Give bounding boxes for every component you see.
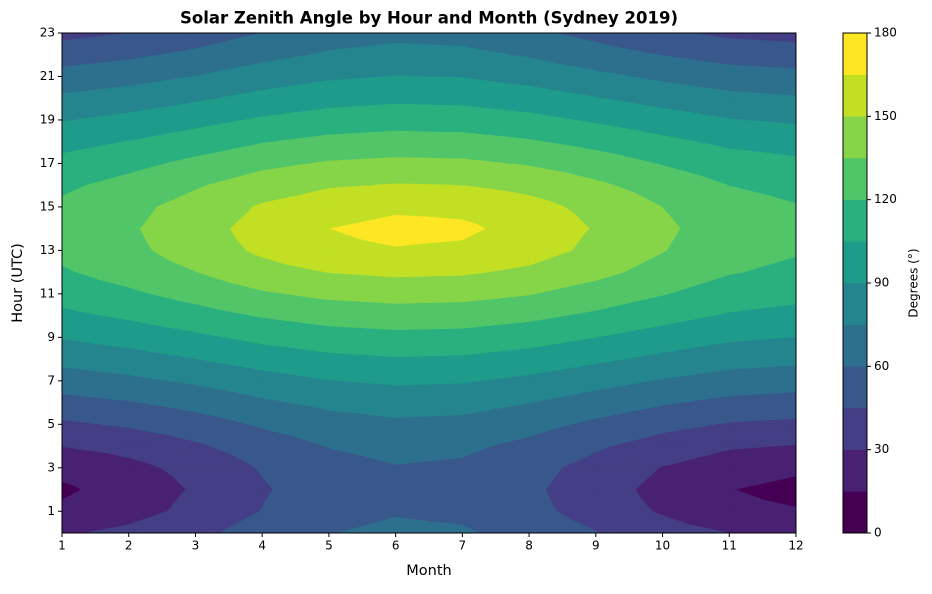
colorbar-label: Degrees (°) bbox=[907, 248, 921, 317]
colorbar-band bbox=[843, 75, 867, 117]
colorbar-band bbox=[843, 283, 867, 325]
colorbar-band bbox=[843, 33, 867, 75]
y-tick-label: 19 bbox=[40, 112, 55, 126]
y-tick-label: 15 bbox=[40, 199, 55, 213]
colorbar-tick-label: 150 bbox=[874, 109, 897, 123]
colorbar-band bbox=[843, 241, 867, 283]
x-tick-label: 11 bbox=[722, 539, 737, 553]
y-axis-label: Hour (UTC) bbox=[10, 243, 26, 323]
plot-area bbox=[62, 33, 796, 533]
y-tick-label: 9 bbox=[47, 330, 55, 344]
y-tick-label: 1 bbox=[47, 504, 55, 518]
colorbar-tick-label: 60 bbox=[874, 359, 889, 373]
y-tick-label: 3 bbox=[47, 460, 55, 474]
colorbar-tick-label: 90 bbox=[874, 276, 889, 290]
y-tick-label: 23 bbox=[40, 26, 55, 40]
colorbar-tick-label: 30 bbox=[874, 442, 889, 456]
colorbar-band bbox=[843, 408, 867, 450]
y-tick-label: 21 bbox=[40, 69, 55, 83]
x-tick-label: 3 bbox=[192, 539, 200, 553]
x-tick-label: 1 bbox=[58, 539, 66, 553]
x-tick-label: 9 bbox=[592, 539, 600, 553]
colorbar-band bbox=[843, 491, 867, 533]
colorbar bbox=[843, 33, 867, 533]
colorbar-band bbox=[843, 325, 867, 367]
x-tick-label: 10 bbox=[655, 539, 670, 553]
colorbar-band bbox=[843, 158, 867, 200]
x-tick-label: 5 bbox=[325, 539, 333, 553]
colorbar-tick-label: 0 bbox=[874, 526, 882, 540]
x-axis-label: Month bbox=[406, 563, 451, 579]
y-tick-label: 11 bbox=[40, 286, 55, 300]
x-tick-label: 8 bbox=[525, 539, 533, 553]
x-tick-label: 6 bbox=[392, 539, 400, 553]
colorbar-band bbox=[843, 116, 867, 158]
y-tick-label: 13 bbox=[40, 243, 55, 257]
x-tick-label: 12 bbox=[788, 539, 803, 553]
colorbar-tick-label: 180 bbox=[874, 26, 897, 40]
y-tick-label: 7 bbox=[47, 373, 55, 387]
colorbar-band bbox=[843, 200, 867, 242]
colorbar-tick-label: 120 bbox=[874, 192, 897, 206]
x-tick-label: 7 bbox=[459, 539, 467, 553]
colorbar-band bbox=[843, 366, 867, 408]
x-tick-label: 2 bbox=[125, 539, 133, 553]
x-tick-label: 4 bbox=[258, 539, 266, 553]
chart-title: Solar Zenith Angle by Hour and Month (Sy… bbox=[180, 9, 678, 28]
y-tick-label: 17 bbox=[40, 156, 55, 170]
colorbar-band bbox=[843, 450, 867, 492]
y-tick-label: 5 bbox=[47, 417, 55, 431]
